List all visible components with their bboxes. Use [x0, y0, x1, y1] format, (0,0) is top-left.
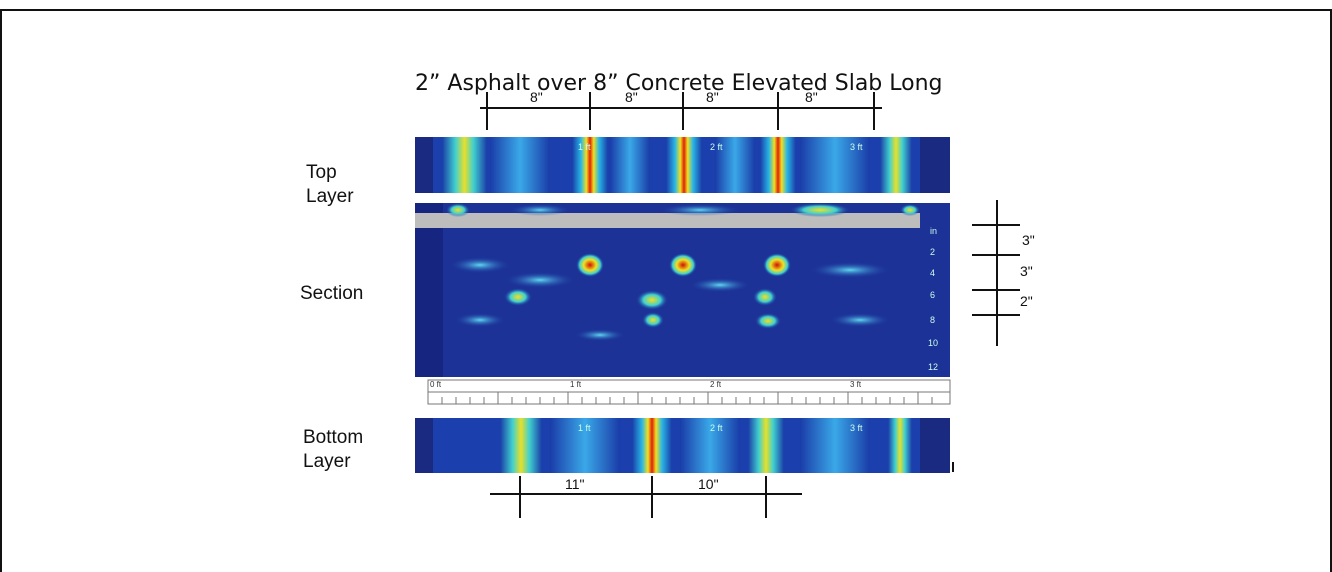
depth-tick: 2: [930, 247, 935, 257]
top-dimensions: 8" 8" 8" 8": [480, 89, 882, 130]
ruler-label: 3 ft: [850, 380, 862, 389]
spacing-label: 3": [1022, 232, 1035, 248]
strip-tick: 1 ft: [578, 423, 591, 433]
spacing-label: 8": [625, 89, 638, 105]
depth-tick: 4: [930, 268, 935, 278]
spacing-label: 3": [1020, 263, 1033, 279]
frame: [0, 9, 1332, 572]
ruler: 0 ft 1 ft 2 ft 3 ft: [427, 379, 951, 405]
layer-label: Bottom Layer: [303, 427, 364, 472]
depth-dimensions: 3" 3" 2": [972, 200, 1035, 346]
bottom-layer-scan: 1 ft 2 ft 3 ft: [415, 418, 950, 473]
ruler-label: 1 ft: [570, 380, 582, 389]
spacing-label: 8": [706, 89, 719, 105]
top-layer-scan: 1 ft 2 ft 3 ft: [415, 137, 950, 193]
ruler-label: 0 ft: [430, 380, 442, 389]
spacing-label: 10": [698, 476, 719, 492]
depth-tick: 6: [930, 290, 935, 300]
spacing-label: 11": [565, 476, 585, 492]
strip-tick: 3 ft: [850, 142, 863, 152]
title: 2” Asphalt over 8” Concrete Elevated Sla…: [415, 71, 943, 96]
strip-tick: 3 ft: [850, 423, 863, 433]
strip-tick: 1 ft: [578, 142, 591, 152]
section-scan: in 2 4 6 8 10 12: [415, 203, 950, 377]
spacing-label: 8": [805, 89, 818, 105]
layer-label: Section: [300, 283, 364, 304]
depth-tick: 10: [928, 338, 938, 348]
strip-tick: 2 ft: [710, 142, 723, 152]
depth-tick: in: [930, 226, 937, 236]
ruler-label: 2 ft: [710, 380, 722, 389]
layer-label: Top Layer: [306, 162, 354, 207]
spacing-label: 8": [530, 89, 543, 105]
strip-tick: 2 ft: [710, 423, 723, 433]
bottom-dimensions: 11" 10": [490, 462, 954, 518]
depth-tick: 8: [930, 315, 935, 325]
spacing-label: 2": [1020, 293, 1033, 309]
depth-tick: 12: [928, 362, 938, 372]
